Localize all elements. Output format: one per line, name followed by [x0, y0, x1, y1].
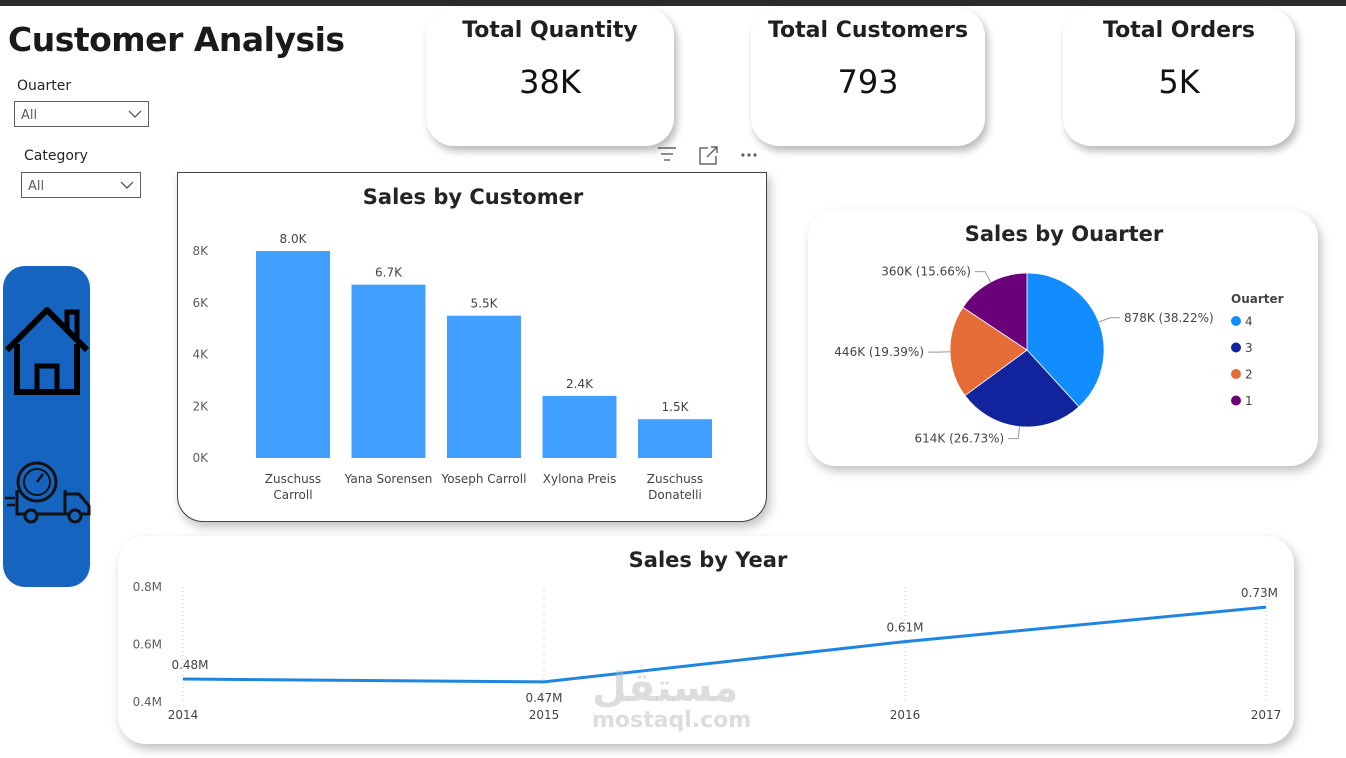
page-title: Customer Analysis [8, 20, 345, 59]
bar [638, 419, 712, 458]
y-tick-label: 0.4M [133, 695, 162, 709]
bar-data-label: 2.4K [566, 377, 594, 391]
quarter-slicer-value: All [21, 108, 38, 123]
y-tick-label: 4K [192, 348, 209, 362]
slice-data-label: 360K (15.66%) [881, 265, 971, 279]
leader-line [1008, 426, 1020, 440]
chevron-down-icon [128, 110, 142, 118]
legend-swatch [1231, 395, 1241, 406]
card-value: 793 [837, 63, 899, 101]
slice-data-label: 878K (38.22%) [1124, 311, 1214, 325]
chart-title: Sales by Customer [362, 185, 584, 209]
y-tick-label: 0K [192, 451, 209, 465]
legend-swatch [1231, 316, 1241, 326]
bar-data-label: 6.7K [375, 266, 403, 280]
sales-by-year-visual[interactable]: Sales by Year 0.4M 0.6M 0.8M 2014 2015 2016 20… [118, 536, 1294, 744]
x-tick-label: 2015 [529, 708, 560, 722]
slice-data-label: 446K (19.39%) [834, 345, 924, 359]
line-data-label: 0.73M [1241, 586, 1278, 600]
category-slicer-label: Category [24, 148, 88, 164]
watermark-arabic: مستقل [592, 665, 739, 711]
leader-line [1098, 317, 1120, 323]
y-tick-label: 8K [192, 244, 209, 258]
sales-by-customer-visual[interactable]: Sales by Customer 0K 2K 4K 6K 8K 8.0K Zuschuss… [177, 172, 767, 522]
x-tick-label: 2016 [890, 708, 921, 722]
filter-icon[interactable] [658, 147, 676, 161]
pie-slice [1026, 272, 1105, 408]
slice-data-label: 614K (26.73%) [915, 432, 1005, 446]
delivery-truck-icon[interactable] [3, 460, 91, 526]
bar-data-label: 5.5K [471, 297, 499, 311]
chevron-down-icon [120, 181, 134, 189]
quarter-slicer-dropdown[interactable]: All [14, 101, 149, 127]
legend-title: Ouarter [1231, 292, 1284, 306]
y-tick-label: 0.6M [133, 638, 162, 652]
bar-chart: 0K 2K 4K 6K 8K 8.0K Zuschuss Carroll 6.7K Yana So… [192, 232, 712, 502]
watermark-latin: mostaql.com [592, 708, 752, 733]
bar [542, 395, 617, 458]
line-data-label: 0.48M [171, 658, 208, 672]
y-tick-label: 6K [192, 296, 209, 310]
x-tick-label: Carroll [273, 488, 312, 502]
category-slicer-value: All [28, 179, 45, 194]
bar [351, 284, 426, 458]
x-tick-label: Donatelli [648, 488, 702, 502]
pie-slice [962, 272, 1028, 351]
total-orders-card[interactable]: Total Orders 5K [1063, 8, 1295, 146]
x-tick-label: Xylona Preis [543, 472, 616, 486]
quarter-slicer-label: Ouarter [17, 78, 72, 94]
chart-title: Sales by Year [628, 548, 788, 572]
legend-label: 3 [1245, 341, 1253, 355]
x-tick-label: 2014 [168, 708, 199, 722]
legend-label: 4 [1245, 315, 1253, 329]
bar-data-label: 8.0K [280, 232, 308, 246]
y-tick-label: 0.8M [133, 580, 162, 594]
legend-label: 2 [1245, 368, 1253, 382]
home-icon[interactable] [3, 304, 91, 396]
total-quantity-card[interactable]: Total Quantity 38K [426, 8, 674, 146]
bar-data-label: 1.5K [662, 400, 690, 414]
legend-label: 1 [1245, 394, 1253, 408]
bar [256, 251, 330, 458]
chart-title: Sales by Ouarter [964, 222, 1164, 246]
top-bar [0, 0, 1346, 6]
pie-slice [949, 306, 1028, 397]
bar [447, 315, 521, 458]
line-data-label: 0.47M [525, 691, 562, 705]
line-chart: 0.4M 0.6M 0.8M 2014 2015 2016 2017 0.48M 0.47M 0.… [133, 580, 1282, 722]
legend-swatch [1231, 369, 1241, 379]
visual-header [658, 146, 757, 165]
x-tick-label: Yoseph Carroll [441, 472, 527, 486]
card-title: Total Orders [1103, 18, 1255, 43]
leader-line [974, 271, 992, 283]
watermark: مستقل mostaql.com [592, 668, 751, 733]
x-tick-label: 2017 [1251, 708, 1282, 722]
total-customers-card[interactable]: Total Customers 793 [751, 8, 985, 146]
card-value: 38K [519, 63, 581, 101]
card-title: Total Customers [767, 18, 969, 43]
sales-line [182, 605, 1267, 684]
pie-chart: 878K (38.22%) 614K (26.73%) 446K (19.39%) 3… [834, 265, 1284, 446]
legend-swatch [1231, 342, 1241, 353]
x-tick-label: Yana Sorensen [344, 472, 433, 486]
card-value: 5K [1158, 63, 1200, 101]
focus-mode-icon[interactable] [699, 146, 718, 165]
line-data-label: 0.61M [886, 621, 923, 635]
sales-by-quarter-visual[interactable]: Sales by Ouarter 878K (38.22%) 614K (26.7… [808, 210, 1318, 466]
x-tick-label: Zuschuss [265, 472, 321, 486]
card-title: Total Quantity [462, 18, 638, 43]
y-tick-label: 2K [192, 399, 209, 413]
category-slicer-dropdown[interactable]: All [21, 172, 141, 198]
more-options-icon[interactable] [741, 153, 757, 157]
x-tick-label: Zuschuss [647, 472, 703, 486]
nav-sidebar [3, 266, 91, 587]
